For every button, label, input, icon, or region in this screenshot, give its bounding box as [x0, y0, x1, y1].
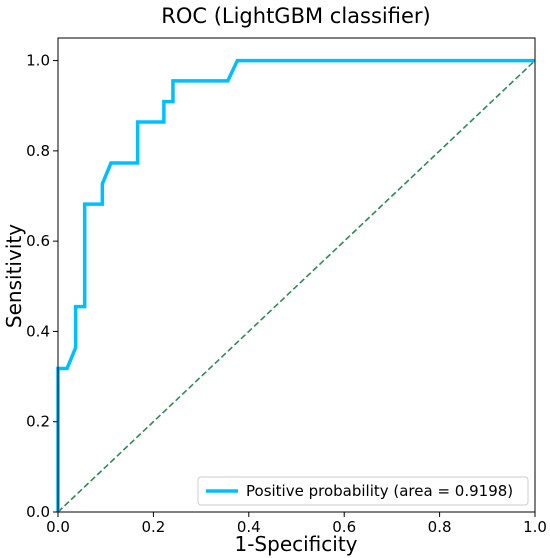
y-tick-label: 0.0	[26, 503, 50, 521]
legend-box	[197, 476, 529, 506]
legend-label: Positive probability (area = 0.9198)	[246, 482, 513, 500]
x-tick-label: 0.0	[46, 518, 70, 536]
chart-title: ROC (LightGBM classifier)	[161, 4, 430, 28]
y-axis-ticks: 0.0 0.2 0.4 0.6 0.8 1.0	[26, 52, 58, 521]
x-tick-label: 1.0	[523, 518, 547, 536]
y-tick-label: 0.4	[26, 322, 50, 340]
plot-area	[56, 37, 536, 513]
x-axis-title: 1-Specificity	[234, 532, 357, 556]
y-tick-label: 0.2	[26, 413, 50, 431]
x-tick-label: 0.4	[237, 518, 261, 536]
diagonal-reference-line	[57, 59, 536, 513]
x-axis-ticks: 0.0 0.2 0.4 0.6 0.8 1.0	[46, 512, 547, 536]
x-tick-label: 0.6	[332, 518, 356, 536]
y-tick-label: 0.6	[26, 232, 50, 250]
legend: Positive probability (area = 0.9198)	[197, 476, 529, 506]
y-tick-label: 0.8	[26, 142, 50, 160]
y-tick-label: 1.0	[26, 52, 50, 70]
y-axis-title: Sensitivity	[2, 224, 26, 328]
roc-curve-line	[56, 58, 535, 512]
x-tick-label: 0.2	[141, 518, 165, 536]
x-tick-label: 0.8	[428, 518, 452, 536]
plot-frame	[57, 37, 536, 513]
